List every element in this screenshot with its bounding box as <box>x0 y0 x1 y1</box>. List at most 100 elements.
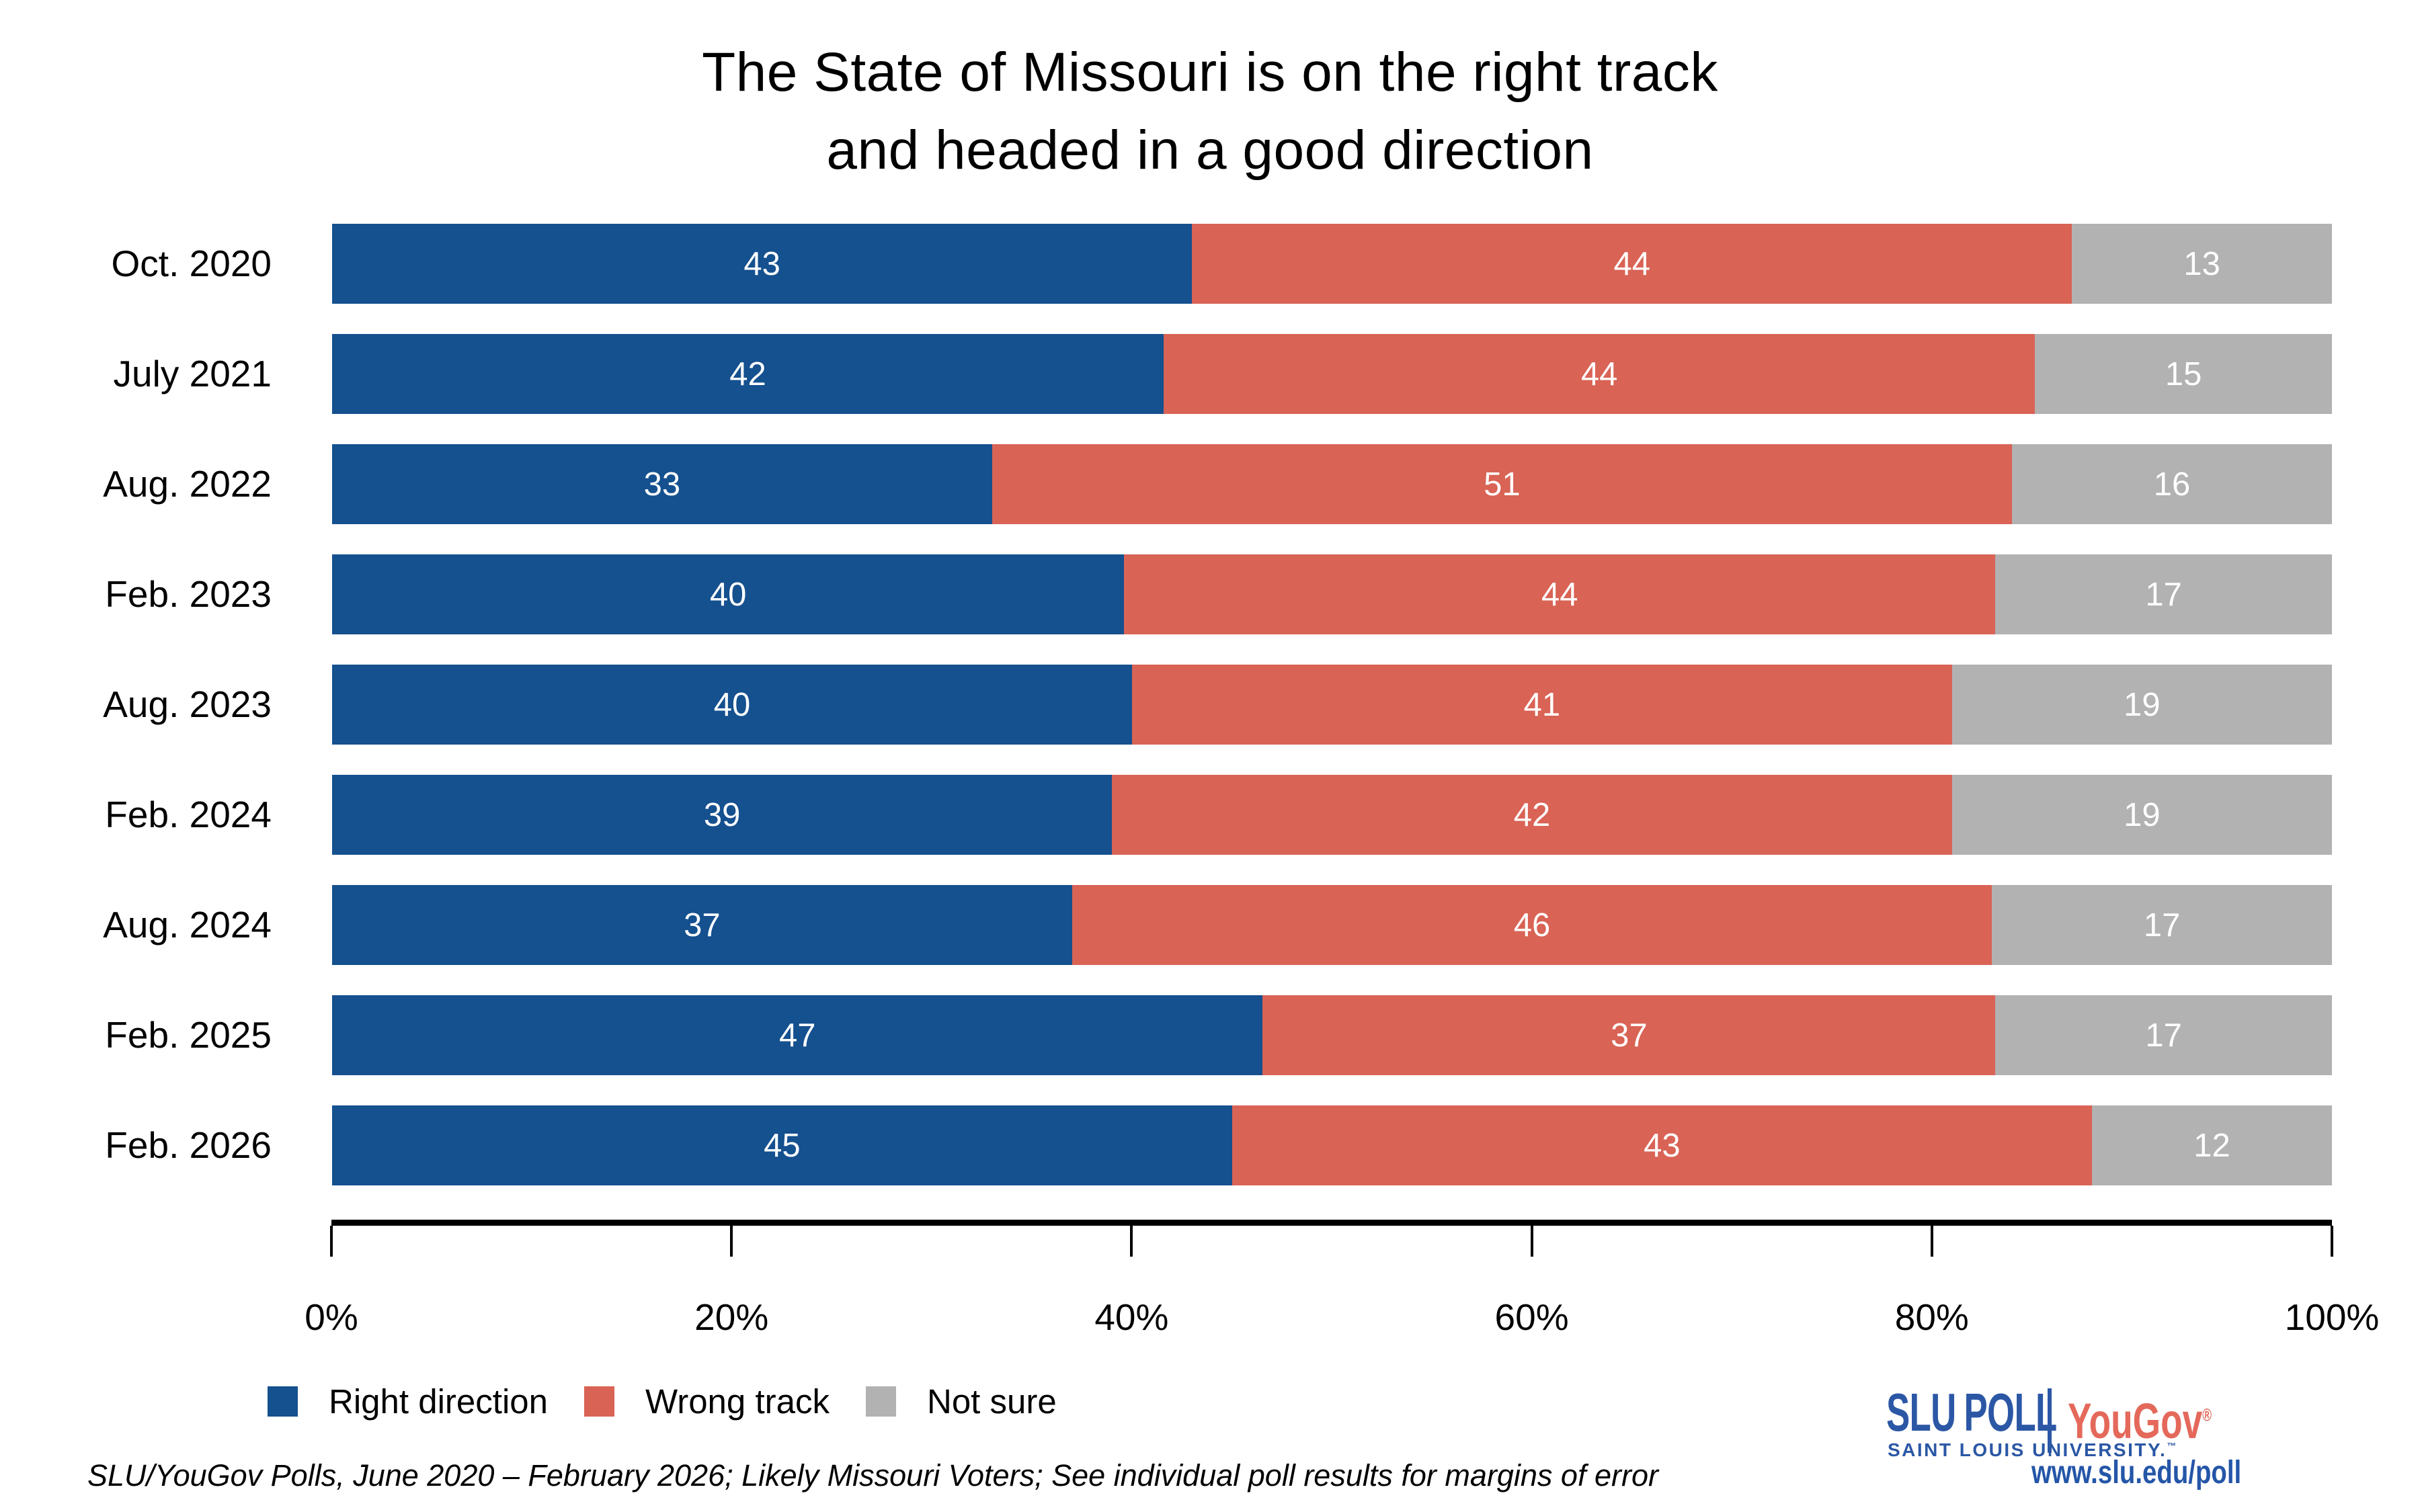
legend: Right direction Wrong track Not sure <box>268 1382 1057 1421</box>
yougov-logo: YouGov® <box>2068 1392 2212 1450</box>
bar-segment-right-direction: 45 <box>332 1105 1232 1185</box>
bar-row: Aug. 2022 33 51 16 <box>0 444 2420 554</box>
bar-value-label: 17 <box>2145 1017 2182 1054</box>
slu-poll-url: www.slu.edu/poll <box>2031 1455 2242 1490</box>
bar-row: Aug. 2023 40 41 19 <box>0 665 2420 775</box>
x-axis-tick <box>1530 1226 1533 1257</box>
x-axis-tick-label: 20% <box>694 1296 769 1338</box>
bar-value-label: 13 <box>2183 245 2220 282</box>
row-label: Feb. 2024 <box>105 794 272 835</box>
bar-value-label: 17 <box>2143 907 2181 943</box>
bar-segment-wrong-track: 51 <box>992 444 2012 524</box>
bar-track: 42 44 15 <box>332 334 2332 414</box>
bar-value-label: 41 <box>1523 686 1561 723</box>
yougov-text: YouGov <box>2068 1393 2203 1449</box>
bar-segment-not-sure: 12 <box>2092 1105 2332 1185</box>
slu-poll-logo: SLU POLL <box>1886 1386 2057 1439</box>
bar-value-label: 46 <box>1513 907 1551 943</box>
bar-rows: Oct. 2020 43 44 13 July 2021 42 44 15 Aug. 2022 3… <box>0 224 2420 1216</box>
bar-value-label: 15 <box>2165 355 2202 392</box>
x-axis-tick-label: 80% <box>1894 1296 1969 1338</box>
x-axis-tick-label: 40% <box>1094 1296 1169 1338</box>
registered-symbol: ® <box>2202 1404 2212 1425</box>
chart-title-line2: and headed in a good direction <box>826 120 1594 181</box>
slu-poll-logo-word2: POLL <box>1964 1382 2058 1442</box>
bar-row: Aug. 2024 37 46 17 <box>0 885 2420 995</box>
legend-label: Not sure <box>926 1382 1057 1421</box>
x-axis-tick <box>330 1226 333 1257</box>
slu-poll-logo-word1: SLU <box>1886 1382 1956 1442</box>
slu-university-wordmark: SAINT LOUIS UNIVERSITY.™ <box>1888 1439 2178 1461</box>
bar-value-label: 44 <box>1613 245 1650 282</box>
bar-value-label: 17 <box>2145 576 2182 613</box>
bar-value-label: 19 <box>2124 686 2161 723</box>
bar-value-label: 16 <box>2153 466 2191 503</box>
bar-track: 33 51 16 <box>332 444 2332 524</box>
x-axis-tick-label: 100% <box>2284 1296 2380 1338</box>
bar-segment-wrong-track: 44 <box>1124 554 1996 634</box>
bar-track: 37 46 17 <box>332 885 2332 965</box>
x-axis-tick <box>730 1226 733 1257</box>
bar-segment-wrong-track: 41 <box>1132 665 1952 745</box>
bar-track: 40 44 17 <box>332 554 2333 634</box>
bar-segment-right-direction: 40 <box>332 665 1132 745</box>
bar-segment-wrong-track: 44 <box>1164 334 2035 414</box>
bar-segment-not-sure: 17 <box>1992 885 2332 965</box>
bar-value-label: 37 <box>1611 1017 1648 1054</box>
bar-segment-wrong-track: 42 <box>1112 775 1952 855</box>
slu-university-text: SAINT LOUIS UNIVERSITY. <box>1888 1439 2167 1460</box>
legend-item: Not sure <box>865 1382 1057 1421</box>
bar-value-label: 43 <box>743 245 780 282</box>
bar-segment-right-direction: 37 <box>332 885 1072 965</box>
bar-row: Oct. 2020 43 44 13 <box>0 224 2420 334</box>
logo-divider <box>2048 1388 2052 1453</box>
bar-segment-not-sure: 13 <box>2072 224 2332 304</box>
bar-segment-right-direction: 47 <box>332 995 1263 1075</box>
row-label: Aug. 2024 <box>103 904 272 946</box>
bar-value-label: 33 <box>643 466 681 503</box>
bar-row: Feb. 2023 40 44 17 <box>0 554 2420 665</box>
bar-row: Feb. 2024 39 42 19 <box>0 775 2420 885</box>
source-note: SLU/YouGov Polls, June 2020 – February 2… <box>87 1458 1658 1493</box>
row-label: Feb. 2026 <box>105 1124 272 1166</box>
legend-swatch <box>865 1386 896 1417</box>
bar-track: 45 43 12 <box>332 1105 2332 1185</box>
legend-label: Right direction <box>329 1382 548 1421</box>
bar-segment-right-direction: 40 <box>332 554 1125 634</box>
bar-value-label: 19 <box>2124 796 2161 833</box>
bar-value-label: 51 <box>1484 466 1521 503</box>
bar-track: 40 41 19 <box>332 665 2332 745</box>
x-axis-tick-labels: 0% 20% 40% 60% 80% 100% <box>305 1296 2379 1338</box>
bar-segment-right-direction: 43 <box>332 224 1193 304</box>
bar-value-label: 39 <box>703 796 741 833</box>
bar-value-label: 40 <box>713 686 751 723</box>
bar-segment-not-sure: 19 <box>1951 665 2332 745</box>
legend-item: Wrong track <box>584 1382 830 1421</box>
row-label: Feb. 2025 <box>105 1014 272 1056</box>
legend-swatch <box>584 1386 614 1417</box>
legend-item: Right direction <box>268 1382 548 1421</box>
bar-value-label: 44 <box>1580 355 1618 392</box>
bar-track: 43 44 13 <box>332 224 2332 304</box>
bar-segment-not-sure: 15 <box>2035 334 2332 414</box>
bar-value-label: 42 <box>729 355 766 392</box>
bar-track: 47 37 17 <box>332 995 2332 1075</box>
bar-value-label: 12 <box>2193 1127 2230 1164</box>
bar-segment-wrong-track: 37 <box>1262 995 1996 1075</box>
legend-label: Wrong track <box>645 1382 830 1421</box>
bar-row: Feb. 2026 45 43 12 <box>0 1105 2420 1216</box>
bar-segment-wrong-track: 44 <box>1192 224 2072 304</box>
x-axis <box>330 1220 2333 1257</box>
row-label: Feb. 2023 <box>105 573 272 615</box>
bar-segment-wrong-track: 43 <box>1232 1105 2092 1185</box>
bar-value-label: 45 <box>764 1127 801 1164</box>
bar-value-label: 42 <box>1513 796 1551 833</box>
bar-value-label: 37 <box>684 907 721 943</box>
bar-row: Feb. 2025 47 37 17 <box>0 995 2420 1105</box>
bar-segment-right-direction: 42 <box>332 334 1164 414</box>
bar-track: 39 42 19 <box>332 775 2332 855</box>
bar-segment-right-direction: 39 <box>332 775 1113 855</box>
row-label: Aug. 2023 <box>103 683 272 725</box>
bar-segment-not-sure: 19 <box>1951 775 2332 855</box>
bar-value-label: 44 <box>1541 576 1578 613</box>
